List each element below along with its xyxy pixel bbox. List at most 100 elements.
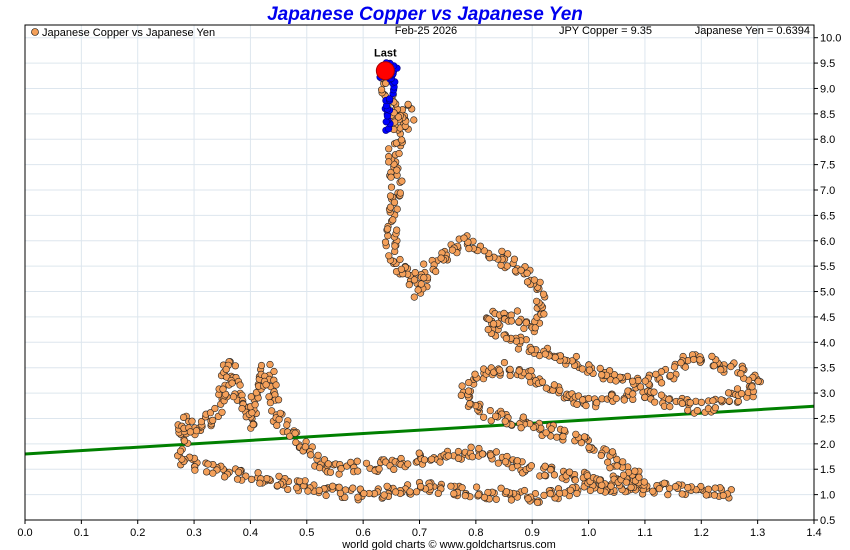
data-point: [390, 465, 398, 474]
data-point: [612, 377, 620, 385]
data-point: [381, 238, 390, 246]
data-point: [209, 416, 217, 425]
data-point: [560, 426, 569, 434]
data-point: [249, 420, 257, 429]
data-point: [677, 359, 685, 367]
data-point: [434, 489, 442, 498]
data-point: [448, 246, 457, 254]
data-point: [657, 379, 666, 387]
y-tick-label: 1.0: [820, 490, 835, 502]
data-point: [593, 399, 601, 407]
data-point: [180, 437, 188, 445]
data-point: [447, 482, 455, 490]
x-tick-label: 0.6: [355, 527, 370, 539]
data-point: [209, 469, 217, 477]
data-point: [378, 86, 386, 94]
data-point: [291, 429, 299, 437]
data-point: [231, 362, 239, 370]
data-point: [296, 477, 304, 485]
data-point: [466, 400, 474, 408]
data-point: [678, 490, 686, 498]
data-point: [211, 404, 219, 413]
data-point: [513, 307, 522, 315]
data-point: [504, 250, 512, 258]
data-point: [454, 447, 463, 456]
data-point: [559, 432, 567, 441]
data-point: [494, 459, 503, 467]
data-point: [398, 136, 406, 144]
data-point: [180, 413, 188, 422]
data-point: [266, 399, 275, 407]
data-point: [550, 381, 558, 389]
data-point: [754, 377, 762, 385]
data-point: [578, 365, 587, 373]
data-point: [571, 476, 579, 484]
data-point: [555, 489, 564, 498]
y-tick-label: 7.5: [820, 160, 835, 172]
data-point: [265, 393, 273, 401]
y-tick-label: 4.5: [820, 312, 835, 324]
data-point: [335, 483, 343, 491]
data-point: [598, 371, 606, 379]
data-point: [428, 455, 436, 463]
data-point: [218, 408, 226, 416]
data-point: [385, 145, 393, 153]
data-point: [444, 452, 452, 460]
data-point: [523, 269, 531, 277]
y-tick-label: 6.5: [820, 210, 835, 222]
legend-label: Japanese Copper vs Japanese Yen: [42, 27, 215, 39]
data-point: [324, 460, 332, 468]
data-point: [542, 384, 550, 392]
data-point: [727, 363, 735, 371]
data-point: [471, 370, 479, 378]
data-point: [384, 225, 392, 233]
data-point: [572, 430, 580, 438]
data-point: [517, 424, 525, 432]
data-point: [437, 254, 445, 262]
data-point: [708, 352, 716, 361]
data-point: [314, 451, 322, 459]
data-point: [410, 116, 418, 124]
data-point: [696, 356, 704, 364]
data-point: [519, 413, 528, 421]
date-label: Feb-25 2026: [395, 25, 457, 37]
data-point: [542, 429, 550, 437]
data-point: [393, 166, 401, 174]
data-point: [251, 401, 259, 409]
data-point: [612, 394, 620, 403]
data-point: [607, 482, 615, 490]
data-point: [219, 385, 227, 393]
data-point: [711, 484, 719, 492]
data-point: [497, 484, 505, 492]
data-point: [566, 486, 575, 494]
data-point: [458, 484, 466, 492]
data-point: [256, 479, 264, 487]
data-point: [283, 421, 291, 429]
data-point: [420, 274, 428, 282]
data-point: [204, 460, 212, 468]
data-point: [316, 464, 324, 472]
data-point: [501, 417, 509, 425]
data-point: [598, 481, 606, 489]
data-point: [284, 485, 292, 494]
data-point: [709, 397, 717, 405]
data-point: [263, 475, 271, 483]
data-point: [608, 448, 617, 456]
data-point: [502, 488, 511, 496]
data-point: [248, 475, 256, 484]
data-point: [737, 370, 745, 378]
data-point: [293, 484, 301, 492]
data-point: [275, 472, 283, 480]
data-point: [660, 479, 668, 487]
data-point: [620, 396, 628, 404]
data-point: [236, 381, 244, 389]
data-point: [689, 355, 698, 364]
data-point: [585, 394, 593, 403]
y-tick-label: 3.0: [820, 388, 835, 400]
y-tick-label: 4.0: [820, 337, 835, 349]
y-tick-label: 5.0: [820, 287, 835, 299]
data-point: [197, 418, 206, 426]
data-point: [411, 269, 419, 277]
y-tick-label: 8.0: [820, 134, 835, 146]
data-point: [486, 407, 494, 415]
